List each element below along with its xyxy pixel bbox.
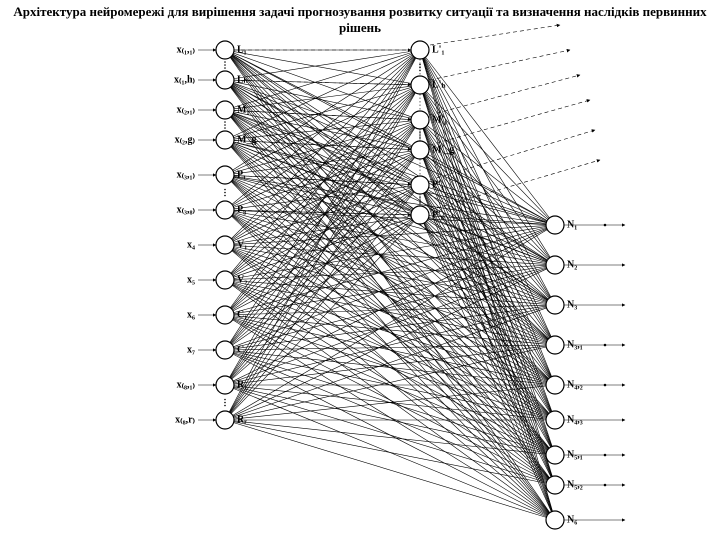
node-Pp8 [411, 206, 429, 224]
input-x2g: x₍₂,g₎ [175, 134, 196, 145]
label-Lph: L'ₕ [432, 79, 446, 90]
node-V1 [216, 236, 234, 254]
label-N42: N₄,₂ [567, 379, 583, 390]
input-x1h: x₍₁,h₎ [174, 74, 196, 85]
node-L1 [216, 41, 234, 59]
label-R2: Rᵣ [237, 414, 247, 425]
label-V2: V₂ [237, 274, 247, 285]
input-x31: x₍₃,₁₎ [177, 169, 196, 180]
label-C2: C₂ [237, 344, 247, 355]
label-V1: V₁ [237, 239, 247, 250]
node-N6 [546, 511, 564, 529]
node-Lh [216, 71, 234, 89]
node-V2 [216, 271, 234, 289]
node-N43 [546, 411, 564, 429]
node-Lph [411, 76, 429, 94]
label-P8: P₈ [237, 204, 246, 215]
node-N2 [546, 256, 564, 274]
label-N3: N₃ [567, 299, 577, 310]
node-M1 [216, 101, 234, 119]
node-Pp1 [411, 176, 429, 194]
node-R2 [216, 411, 234, 429]
label-P1: P₁ [237, 169, 246, 180]
node-C1 [216, 306, 234, 324]
label-N1: N₁ [567, 219, 577, 230]
label-N6: N₆ [567, 514, 577, 525]
input-x21: x₍₂,₁₎ [177, 104, 196, 115]
label-R1: R₁ [237, 379, 247, 390]
node-R1 [216, 376, 234, 394]
label-M1: M₁ [237, 104, 249, 115]
node-C2 [216, 341, 234, 359]
input-x8r: x₍₈,r₎ [175, 414, 195, 425]
node-Mpg [411, 141, 429, 159]
input-x4: x₄ [187, 239, 195, 250]
label-Mp1: M'₁ [432, 114, 447, 125]
input-x6: x₆ [187, 309, 195, 320]
label-N31: N₃,₁ [567, 339, 583, 350]
input-x11: x₍₁,₁₎ [177, 44, 196, 55]
node-N3 [546, 296, 564, 314]
label-Mg: M_g [237, 134, 256, 145]
label-Pp8: P'₈ [432, 209, 444, 220]
node-Mp1 [411, 111, 429, 129]
label-Lp1: L'₁ [432, 44, 444, 55]
label-L1: L₁ [237, 44, 247, 55]
node-N42 [546, 376, 564, 394]
label-Mpg: M'_g [432, 144, 454, 155]
input-x5: x₅ [187, 274, 195, 285]
node-N51 [546, 446, 564, 464]
label-N51: N₅,₁ [567, 449, 583, 460]
network-diagram: x₍₁,₁₎ x₍₁,h₎ x₍₂,₁₎ x₍₂,g₎ x₍₃,₁₎ x₍₃,₈₎ x₄ x₅… [0, 0, 720, 540]
input-x38: x₍₃,₈₎ [177, 204, 196, 215]
label-Pp1: P'₁ [432, 179, 444, 190]
input-x7: x₇ [187, 344, 195, 355]
label-Lh: Lₕ [237, 74, 248, 85]
node-Lp1 [411, 41, 429, 59]
node-N31 [546, 336, 564, 354]
label-N52: N₅,₂ [567, 479, 583, 490]
node-Mg [216, 131, 234, 149]
node-P1 [216, 166, 234, 184]
input-x81: x₍₈,₁₎ [177, 379, 196, 390]
label-N43: N₄,₃ [567, 414, 583, 425]
node-P8 [216, 201, 234, 219]
label-C1: C₁ [237, 309, 247, 320]
node-N52 [546, 476, 564, 494]
node-N1 [546, 216, 564, 234]
label-N2: N₂ [567, 259, 577, 270]
